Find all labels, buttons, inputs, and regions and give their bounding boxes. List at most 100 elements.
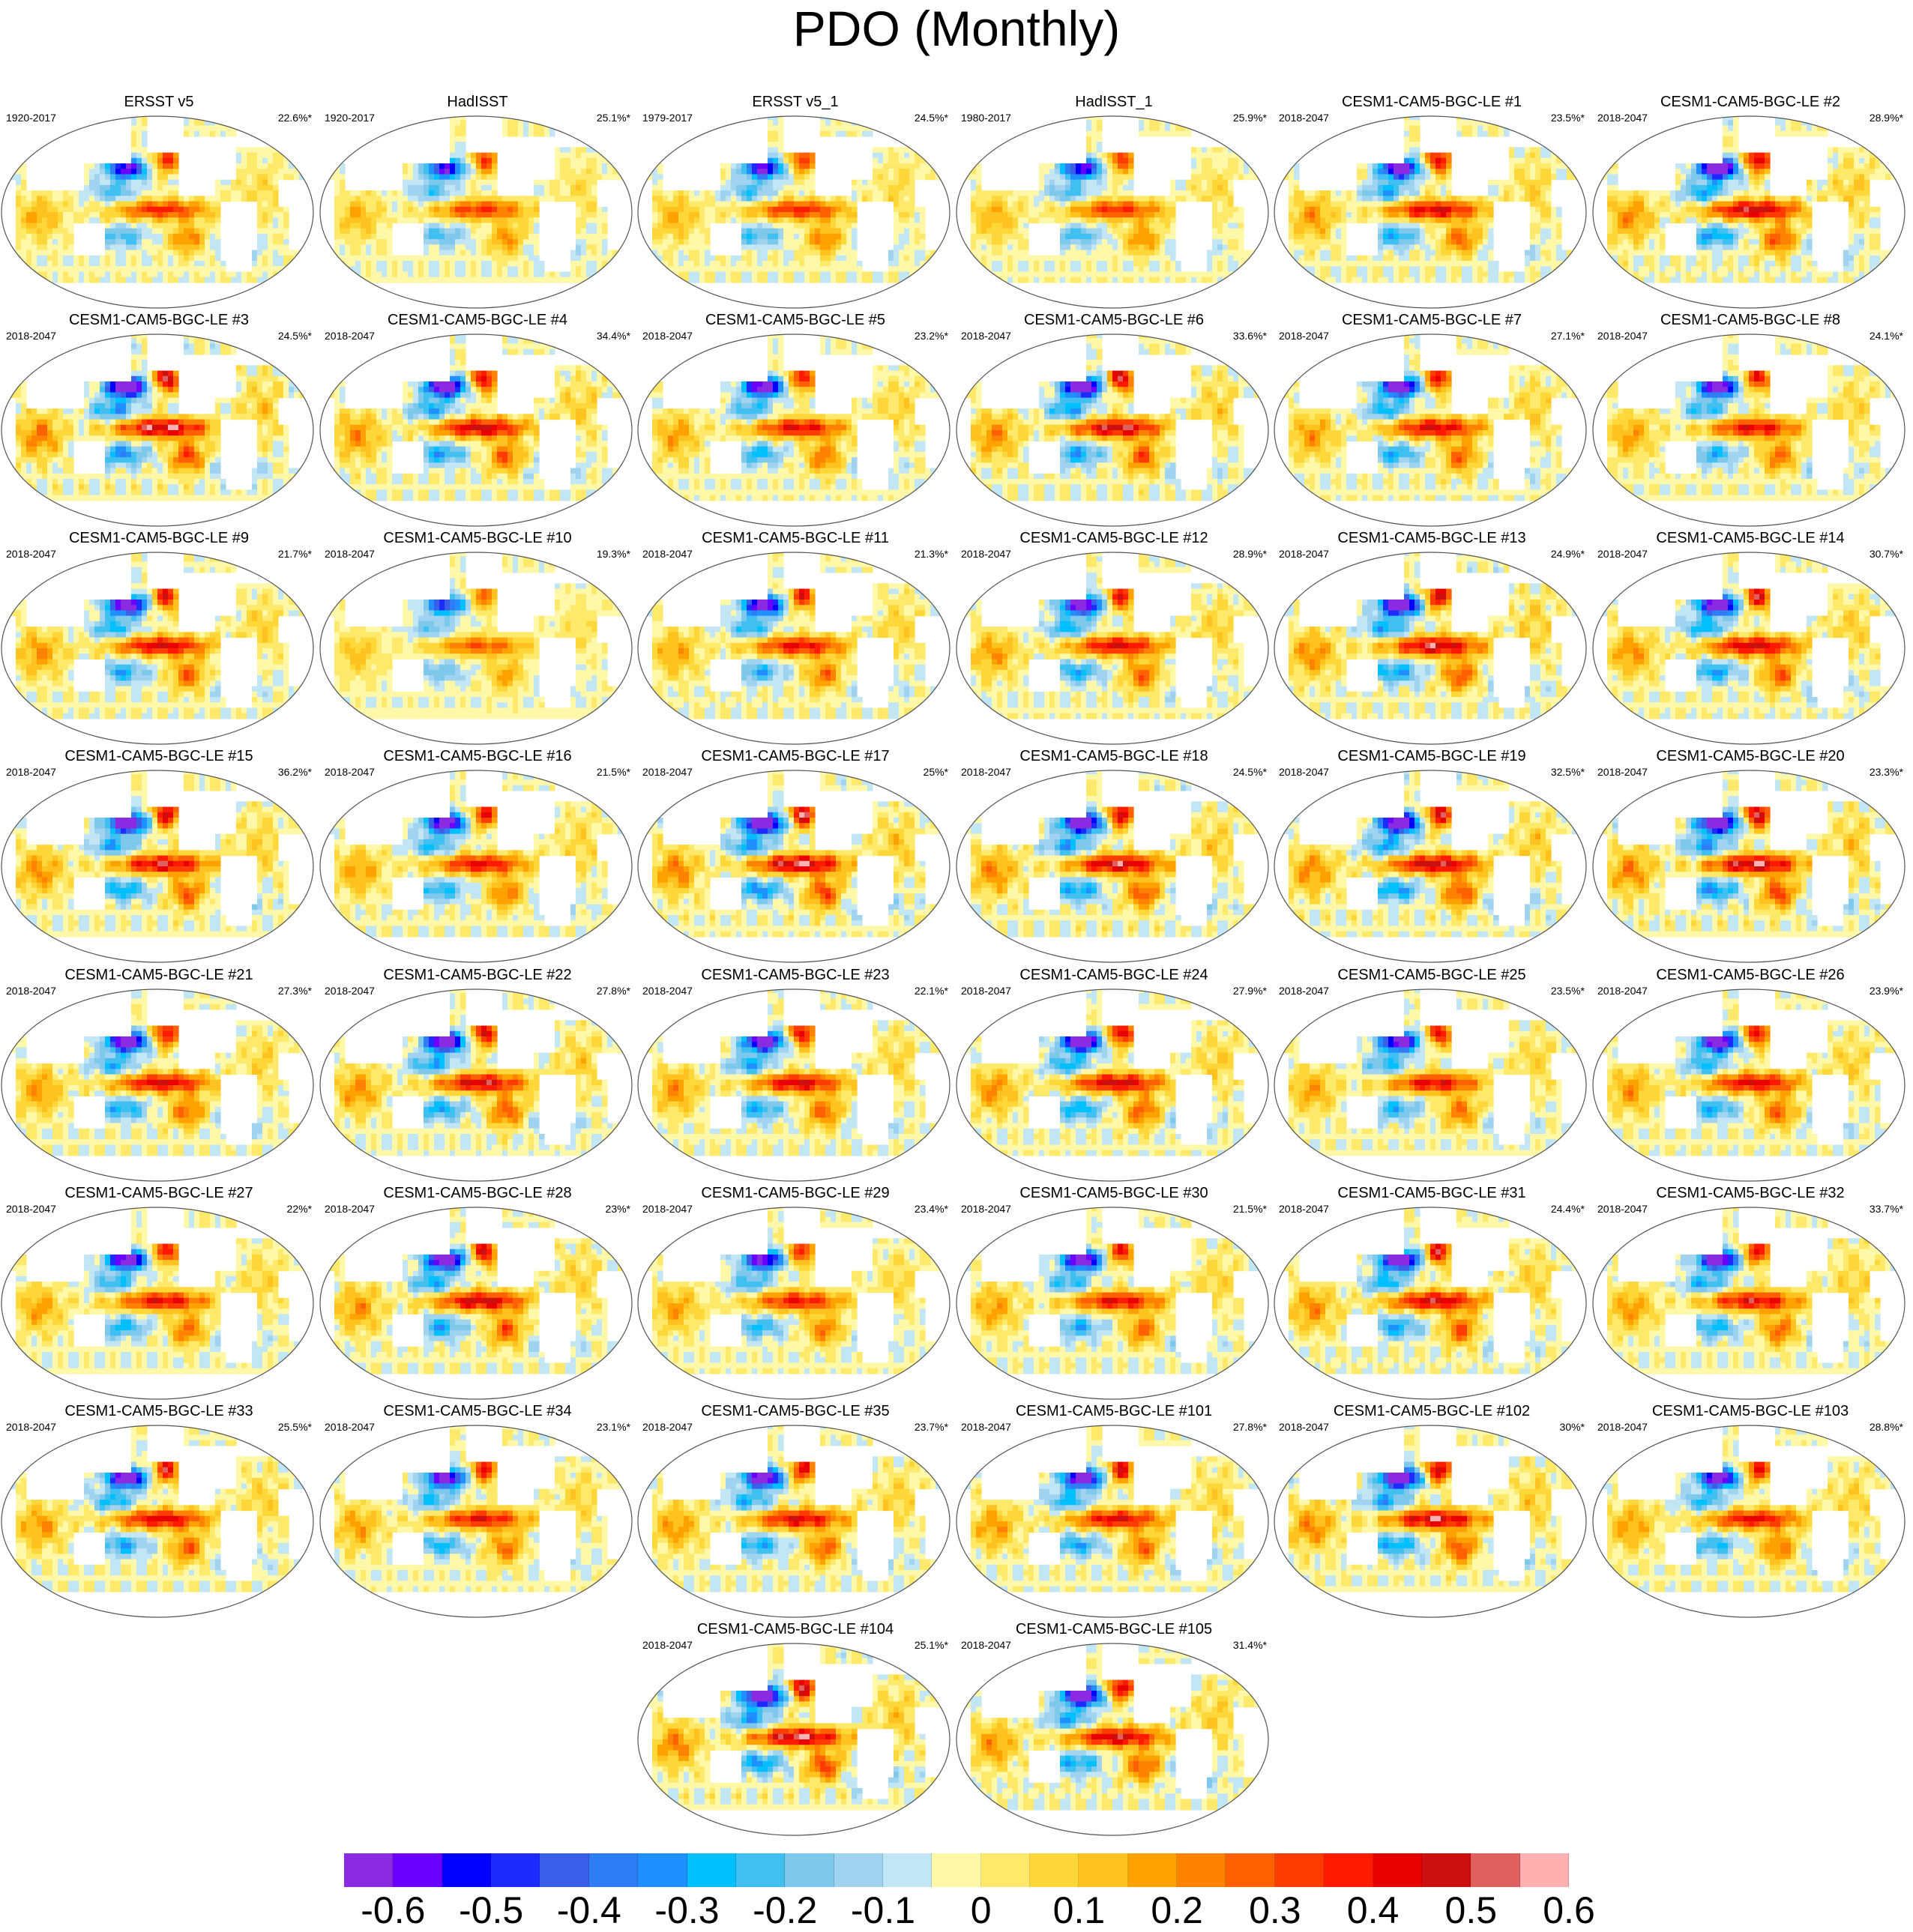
sst-field: [956, 552, 1268, 744]
robinson-map: [637, 552, 951, 745]
panel-variance-pct: 23.9%*: [1870, 985, 1903, 997]
colorbar-box: [1079, 1853, 1128, 1887]
map-border: [637, 1425, 951, 1618]
map-panel: CESM1-CAM5-BGC-LE #10 2018-2047 19.3%*: [319, 530, 636, 747]
panel-years: 2018-2047: [1597, 112, 1648, 124]
robinson-map: [637, 1425, 951, 1618]
map-panel: CESM1-CAM5-BGC-LE #102 2018-2047 30%*: [1273, 1403, 1591, 1620]
robinson-map: [319, 1207, 633, 1400]
panel-variance-pct: 23%*: [606, 1203, 630, 1215]
panel-grid: ERSST v5 1920-2017 22.6%* HadISST 1920-2017 2…: [0, 94, 1909, 1836]
panel-years: 2018-2047: [325, 330, 375, 342]
map-border: [1274, 1425, 1587, 1618]
panel-title: CESM1-CAM5-BGC-LE #10: [319, 530, 636, 546]
panel-years: 2018-2047: [1597, 548, 1648, 560]
panel-variance-pct: 24.5%*: [278, 330, 312, 342]
panel-years: 2018-2047: [961, 1639, 1011, 1651]
panel-title: CESM1-CAM5-BGC-LE #4: [319, 312, 636, 328]
panel-variance-pct: 36.2%*: [278, 766, 312, 778]
map-border: [1592, 988, 1906, 1182]
sst-field: [1274, 1425, 1586, 1617]
panel-title: CESM1-CAM5-BGC-LE #28: [319, 1185, 636, 1201]
map-border: [637, 770, 951, 963]
robinson-map: [1, 552, 314, 745]
panel-years: 2018-2047: [961, 1421, 1011, 1433]
robinson-map: [319, 552, 633, 745]
panel-years: 2018-2047: [1597, 985, 1648, 997]
colorbar-tick-label: 0.2: [1151, 1889, 1203, 1932]
panel-variance-pct: 25.5%*: [278, 1421, 312, 1433]
colorbar-box: [735, 1853, 786, 1887]
panel-variance-pct: 30.7%*: [1870, 548, 1903, 560]
map-border: [637, 1207, 951, 1400]
robinson-map: [637, 115, 951, 309]
panel-variance-pct: 32.5%*: [1551, 766, 1585, 778]
panel-variance-pct: 25%*: [924, 766, 948, 778]
panel-variance-pct: 28.9%*: [1870, 112, 1903, 124]
panel-title: CESM1-CAM5-BGC-LE #2: [1591, 94, 1909, 110]
panel-years: 2018-2047: [961, 548, 1011, 560]
panel-variance-pct: 23.1%*: [597, 1421, 630, 1433]
panel-title: CESM1-CAM5-BGC-LE #17: [636, 748, 954, 764]
panel-years: 1980-2017: [961, 112, 1011, 124]
panel-years: 2018-2047: [1279, 766, 1329, 778]
sst-field: [1, 989, 313, 1181]
panel-years: 2018-2047: [961, 330, 1011, 342]
panel-years: 2018-2047: [325, 985, 375, 997]
colorbar-box: [638, 1853, 687, 1887]
robinson-map: [319, 1425, 633, 1618]
robinson-map: [1274, 1425, 1587, 1618]
robinson-map: [637, 1643, 951, 1836]
robinson-map: [1, 1207, 314, 1400]
panel-title: CESM1-CAM5-BGC-LE #30: [955, 1185, 1273, 1201]
map-border: [1592, 333, 1906, 527]
panel-variance-pct: 21.5%*: [1233, 1203, 1267, 1215]
panel-years: 2018-2047: [1279, 985, 1329, 997]
panel-title: CESM1-CAM5-BGC-LE #29: [636, 1185, 954, 1201]
panel-title: CESM1-CAM5-BGC-LE #27: [0, 1185, 318, 1201]
map-border: [319, 115, 633, 309]
panel-variance-pct: 25.9%*: [1233, 112, 1267, 124]
panel-variance-pct: 27.8%*: [1233, 1421, 1267, 1433]
robinson-map: [637, 988, 951, 1182]
map-border: [956, 770, 1269, 963]
map-panel: CESM1-CAM5-BGC-LE #31 2018-2047 24.4%*: [1273, 1185, 1591, 1402]
panel-title: CESM1-CAM5-BGC-LE #21: [0, 967, 318, 983]
robinson-map: [1592, 1425, 1906, 1618]
robinson-map: [956, 1207, 1269, 1400]
map-border: [956, 333, 1269, 527]
colorbar-box: [491, 1853, 540, 1887]
map-border: [1, 770, 314, 963]
colorbar-box: [1127, 1853, 1178, 1887]
panel-years: 2018-2047: [642, 1203, 693, 1215]
panel-title: HadISST: [319, 94, 636, 110]
robinson-map: [1592, 1207, 1906, 1400]
sst-field: [638, 1207, 950, 1399]
robinson-map: [1274, 333, 1587, 527]
robinson-map: [1274, 552, 1587, 745]
map-border: [637, 552, 951, 745]
map-border: [319, 770, 633, 963]
map-panel: CESM1-CAM5-BGC-LE #34 2018-2047 23.1%*: [319, 1403, 636, 1620]
panel-variance-pct: 23.4%*: [915, 1203, 948, 1215]
panel-years: 1920-2017: [325, 112, 375, 124]
sst-field: [320, 552, 632, 744]
panel-title: CESM1-CAM5-BGC-LE #3: [0, 312, 318, 328]
map-panel: CESM1-CAM5-BGC-LE #23 2018-2047 22.1%*: [636, 967, 954, 1184]
sst-field: [1274, 1207, 1586, 1399]
map-border: [1592, 1425, 1906, 1618]
colorbar-tick-label: -0.5: [459, 1889, 523, 1932]
panel-title: CESM1-CAM5-BGC-LE #5: [636, 312, 954, 328]
panel-years: 2018-2047: [1597, 330, 1648, 342]
map-border: [1274, 333, 1587, 527]
robinson-map: [956, 552, 1269, 745]
map-panel: CESM1-CAM5-BGC-LE #24 2018-2047 27.9%*: [955, 967, 1273, 1184]
panel-years: 2018-2047: [1279, 1203, 1329, 1215]
map-border: [1, 1425, 314, 1618]
map-border: [637, 333, 951, 527]
panel-title: CESM1-CAM5-BGC-LE #13: [1273, 530, 1591, 546]
map-panel: CESM1-CAM5-BGC-LE #11 2018-2047 21.3%*: [636, 530, 954, 747]
panel-years: 2018-2047: [1279, 330, 1329, 342]
colorbar-box: [1471, 1853, 1520, 1887]
map-panel: CESM1-CAM5-BGC-LE #5 2018-2047 23.2%*: [636, 312, 954, 529]
